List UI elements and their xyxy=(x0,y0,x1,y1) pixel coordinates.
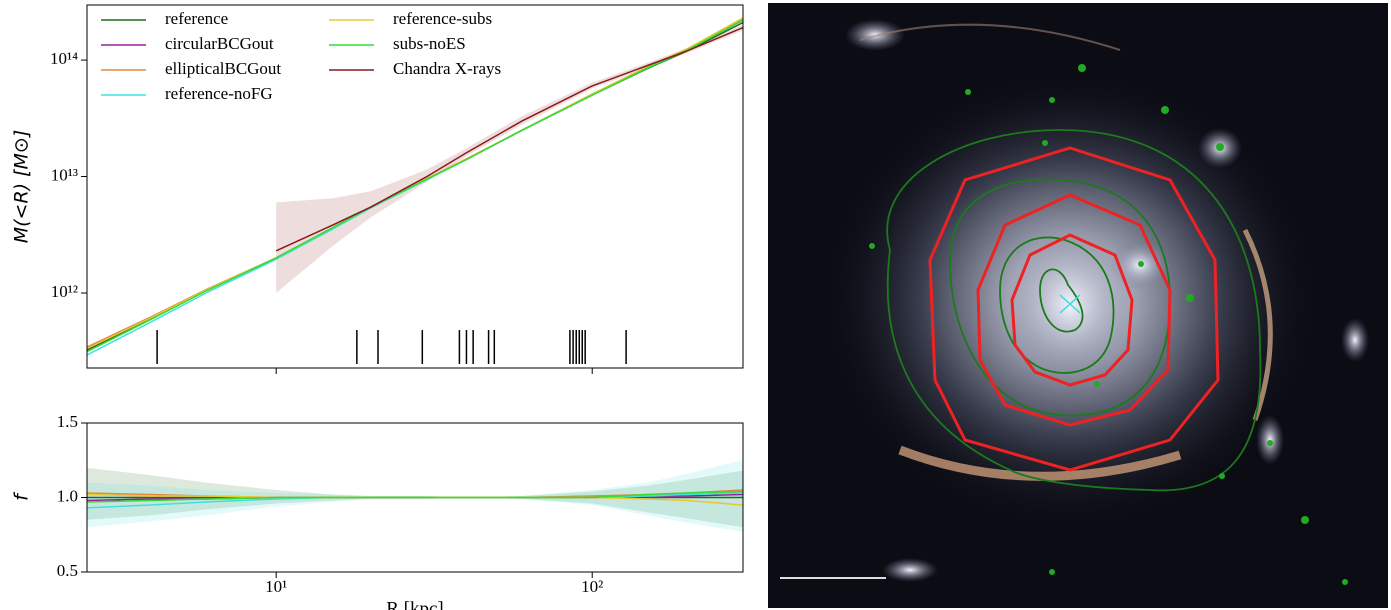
y-tick-label: 1.0 xyxy=(57,486,78,505)
legend-label: reference-noFG xyxy=(165,84,273,103)
y-tick-label: 10¹³ xyxy=(51,165,78,184)
plot-area xyxy=(86,460,743,532)
cluster-image xyxy=(768,3,1388,608)
legend-label: reference-subs xyxy=(393,9,492,28)
y-axis-label: M(<R) [M⊙] xyxy=(11,130,33,244)
y-tick-label: 10¹⁴ xyxy=(50,49,78,68)
x-tick-label: 10¹ xyxy=(265,577,287,596)
y-axis-label: f xyxy=(11,491,33,501)
legend-label: reference xyxy=(165,9,228,28)
confidence-band xyxy=(276,25,743,293)
legend-label: circularBCGout xyxy=(165,34,274,53)
x-axis-label: R [kpc] xyxy=(386,598,444,610)
legend-label: subs-noES xyxy=(393,34,466,53)
y-tick-label: 1.5 xyxy=(57,412,78,431)
y-tick-label: 0.5 xyxy=(57,561,78,580)
y-tick-label: 10¹² xyxy=(51,282,78,301)
x-tick-label: 10² xyxy=(581,577,603,596)
figure: 10¹² 10¹³ 10¹⁴ M(<R) [M⊙] reference circularB… xyxy=(0,0,1391,610)
legend-label: Chandra X-rays xyxy=(393,59,501,78)
legend-label: ellipticalBCGout xyxy=(165,59,281,78)
